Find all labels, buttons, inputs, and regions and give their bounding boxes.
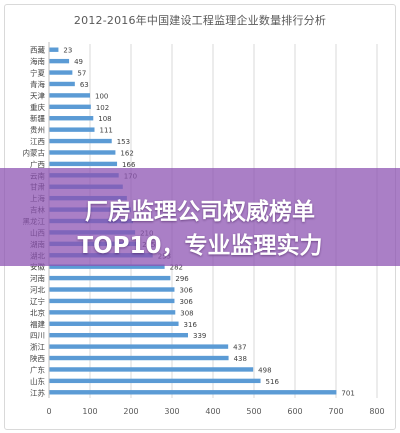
bar [49,81,75,87]
value-label: 296 [175,275,189,283]
value-label: 23 [63,47,72,55]
bar [49,332,188,338]
promo-banner [0,168,400,266]
value-label: 498 [258,366,271,374]
bar [49,127,95,132]
category-label: 山东 [30,376,45,386]
bar [49,70,73,75]
x-tick-label: 300 [164,407,179,416]
x-tick-label: 700 [328,407,343,416]
category-label: 重庆 [30,102,45,112]
bar [49,93,90,98]
category-label: 辽宁 [30,296,45,306]
value-label: 49 [74,58,83,66]
value-label: 166 [122,161,136,169]
value-label: 282 [170,264,183,272]
value-label: 701 [341,389,354,397]
bar [49,264,165,269]
category-label: 江西 [30,137,45,146]
value-label: 153 [117,138,130,146]
value-label: 306 [179,298,193,306]
bar [49,355,229,361]
bar [49,104,91,110]
bar [49,58,70,64]
category-label: 陕西 [30,353,45,363]
x-tick-label: 400 [205,407,220,416]
category-label: 河北 [30,286,45,295]
value-label: 100 [95,92,108,100]
banner-title: 厂房监理公司权威榜单 [85,199,315,225]
value-label: 306 [179,287,193,295]
category-label: 新疆 [30,113,45,123]
x-tick-label: 600 [287,407,302,416]
category-label: 天津 [30,91,45,100]
bar [49,287,175,292]
bar [49,138,112,144]
bar [49,367,254,372]
banner-subtitle: TOP10，专业监理实力 [77,233,323,259]
value-label: 438 [234,355,247,363]
bar [49,150,116,155]
category-label: 广东 [30,364,45,374]
x-tick-label: 500 [246,407,261,416]
category-label: 广西 [30,159,45,169]
bar [49,298,175,304]
category-label: 西藏 [30,45,45,55]
category-label: 福建 [30,319,45,329]
category-label: 内蒙古 [23,147,46,157]
x-tick-label: 100 [82,407,97,416]
category-label: 宁夏 [30,68,45,78]
category-label: 河南 [30,273,45,283]
value-label: 516 [266,378,280,386]
category-label: 安徽 [30,262,45,272]
value-label: 108 [98,115,111,123]
category-label: 北京 [30,307,45,317]
bar [49,275,171,281]
x-tick-label: 200 [123,407,138,416]
value-label: 339 [193,332,206,340]
bar [49,161,118,167]
value-label: 63 [80,81,89,89]
category-label: 青海 [30,79,45,89]
category-label: 江苏 [30,387,45,397]
x-tick-label: 0 [46,407,51,416]
bar [49,310,176,315]
bar [49,390,337,395]
category-label: 贵州 [30,125,45,135]
bar [49,321,179,326]
chart-title: 2012-2016年中国建设工程监理企业数量排行分析 [73,14,327,27]
value-label: 111 [100,127,113,135]
bar [49,344,229,349]
value-label: 57 [77,70,86,78]
x-tick-label: 800 [369,407,384,416]
value-label: 162 [120,149,133,157]
value-label: 316 [184,321,198,329]
category-label: 海南 [30,56,45,66]
bar [49,378,261,384]
category-label: 浙江 [30,342,45,352]
bar [49,47,59,52]
value-label: 308 [180,309,193,317]
value-label: 437 [233,344,246,352]
bar [49,116,94,121]
value-label: 102 [96,104,109,112]
category-label: 四川 [30,331,45,340]
